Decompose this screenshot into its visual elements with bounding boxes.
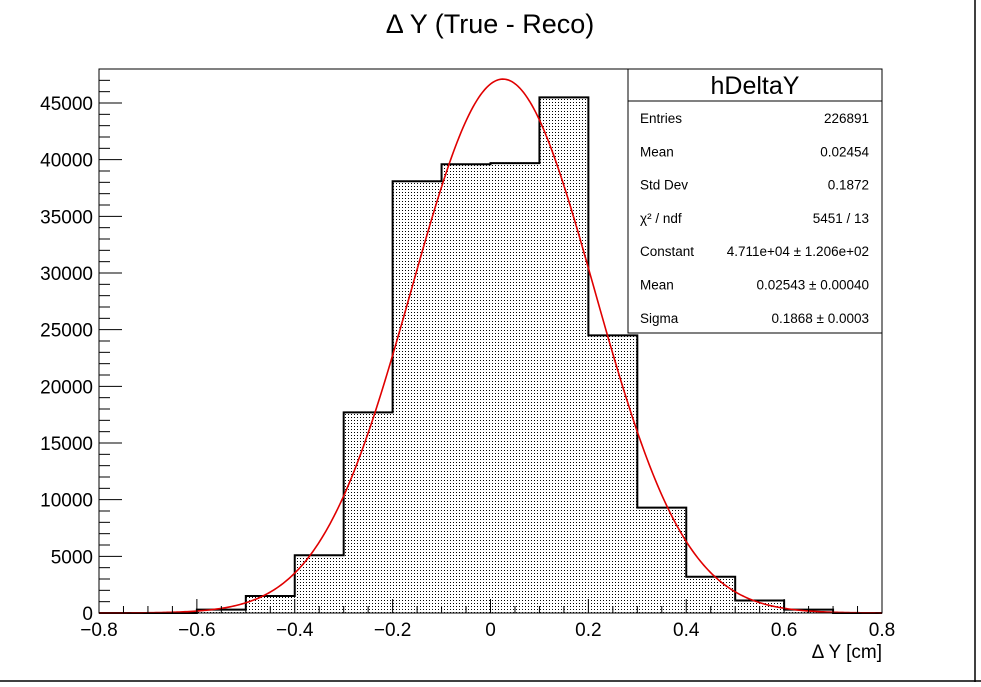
stats-row-value: 0.1868 ± 0.0003 [772, 311, 870, 326]
y-tick-label: 5000 [51, 547, 93, 568]
histogram-bar [343, 412, 393, 613]
stats-box-frame [627, 68, 883, 334]
x-axis-label: Δ Y [cm] [812, 642, 882, 663]
x-axis: −0.8 −0.6 −0.4 −0.2 0 0.2 0.4 0.6 0.8 [80, 599, 895, 641]
x-tick-label: −0.4 [276, 620, 314, 641]
y-axis: 0 5000 10000 15000 20000 25000 30000 35000 40000… [40, 79, 122, 625]
stats-row-value: 226891 [824, 111, 869, 126]
x-tick-label: 0 [485, 620, 496, 641]
y-tick-label: 45000 [40, 94, 93, 115]
histogram-bar [588, 335, 638, 613]
stats-box: hDeltaY Entries 226891 Mean 0.02454 Std Dev 0… [627, 68, 883, 334]
y-tick-label: 0 [82, 604, 93, 625]
y-tick-label: 10000 [40, 491, 93, 512]
y-tick-label: 35000 [40, 207, 93, 228]
x-tick-label: 0.8 [869, 620, 895, 641]
x-tick-label: 0.2 [575, 620, 601, 641]
stats-row-label: Entries [640, 111, 682, 126]
y-tick-label: 20000 [40, 377, 93, 398]
x-tick-label: 0.4 [673, 620, 700, 641]
x-tick-label: −0.2 [374, 620, 412, 641]
y-tick-label: 30000 [40, 264, 93, 285]
chart-title: Δ Y (True - Reco) [386, 9, 595, 39]
histogram-bar [539, 97, 589, 614]
stats-row-label: Constant [640, 244, 694, 259]
histogram-bar [637, 507, 687, 613]
stats-box-title: hDeltaY [711, 72, 800, 100]
histogram-bar [392, 181, 442, 613]
stats-row-value: 0.02543 ± 0.00040 [756, 278, 869, 293]
x-tick-label: −0.8 [80, 620, 118, 641]
stats-row-label: Sigma [640, 311, 679, 326]
histogram-bar [245, 596, 295, 613]
stats-row-label: χ² / ndf [640, 211, 682, 226]
stats-row-label: Mean [640, 278, 674, 293]
x-tick-label: 0.6 [771, 620, 797, 641]
stats-row-value: 4.711e+04 ± 1.206e+02 [727, 244, 869, 259]
y-tick-label: 15000 [40, 434, 93, 455]
stats-row-value: 5451 / 13 [813, 211, 869, 226]
stats-row-label: Mean [640, 144, 674, 159]
y-tick-label: 40000 [40, 151, 93, 172]
histogram-bar [441, 164, 491, 613]
stats-row-value: 0.02454 [820, 144, 869, 159]
histogram-outline [99, 96, 882, 614]
stats-rows: Entries 226891 Mean 0.02454 Std Dev 0.1872 χ² … [640, 111, 869, 326]
stats-row-label: Std Dev [640, 178, 688, 193]
histogram-bars [196, 97, 834, 614]
x-tick-label: −0.6 [178, 620, 216, 641]
gaussian-fit-curve [99, 78, 883, 614]
histogram-bar [490, 163, 540, 614]
histogram-bar [294, 555, 344, 613]
y-tick-label: 25000 [40, 321, 93, 342]
stats-row-value: 0.1872 [828, 178, 869, 193]
